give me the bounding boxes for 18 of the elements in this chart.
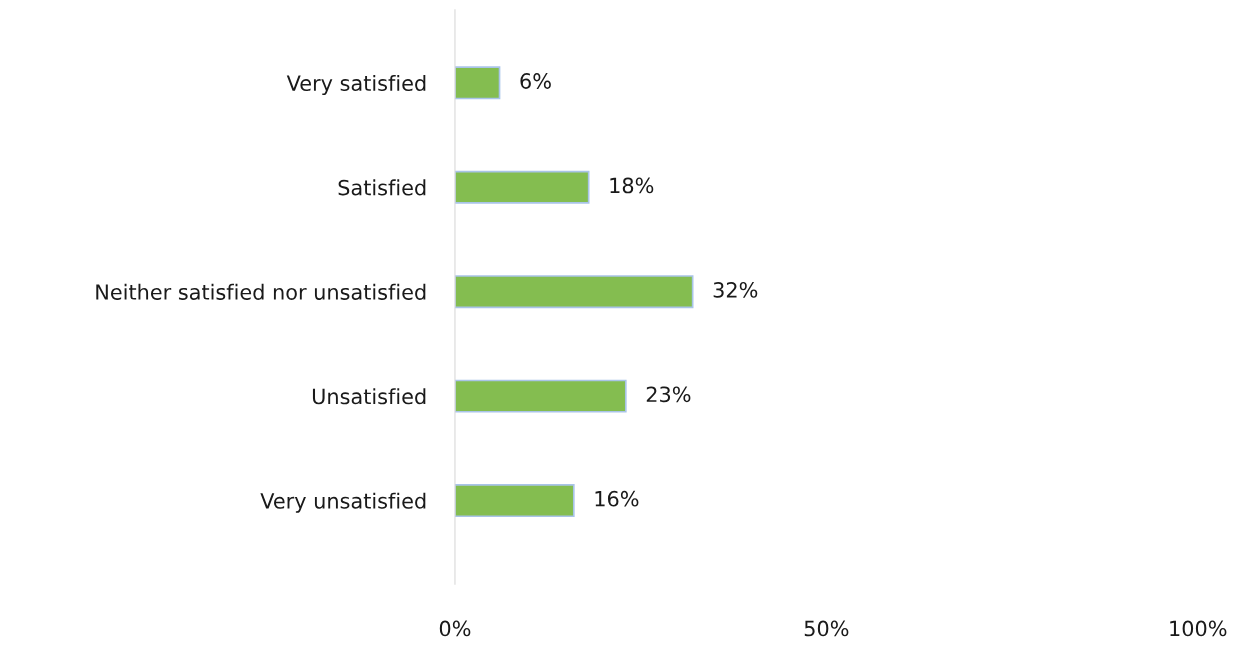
data-label: 32%: [713, 281, 758, 298]
data-label: 16%: [595, 490, 639, 507]
data-label: 23%: [646, 386, 691, 403]
y-tick-label: Neither satisfied nor unsatisfied: [96, 283, 426, 300]
x-tick-label: 0%: [439, 620, 471, 637]
data-label: 18%: [610, 177, 654, 194]
y-tick-label: Unsatisfied: [312, 388, 426, 405]
data-label: 6%: [520, 73, 551, 89]
bar: [454, 66, 501, 100]
y-tick-label: Very satisfied: [286, 74, 426, 96]
x-tick-label: 50%: [804, 620, 849, 637]
bar: [454, 484, 575, 518]
x-tick-label: 100%: [1170, 620, 1227, 637]
y-tick-label: Very unsatisfied: [260, 492, 426, 513]
bar: [454, 275, 694, 309]
y-tick-label: Satisfied: [338, 179, 426, 196]
bar: [454, 379, 627, 413]
bar: [454, 170, 590, 204]
